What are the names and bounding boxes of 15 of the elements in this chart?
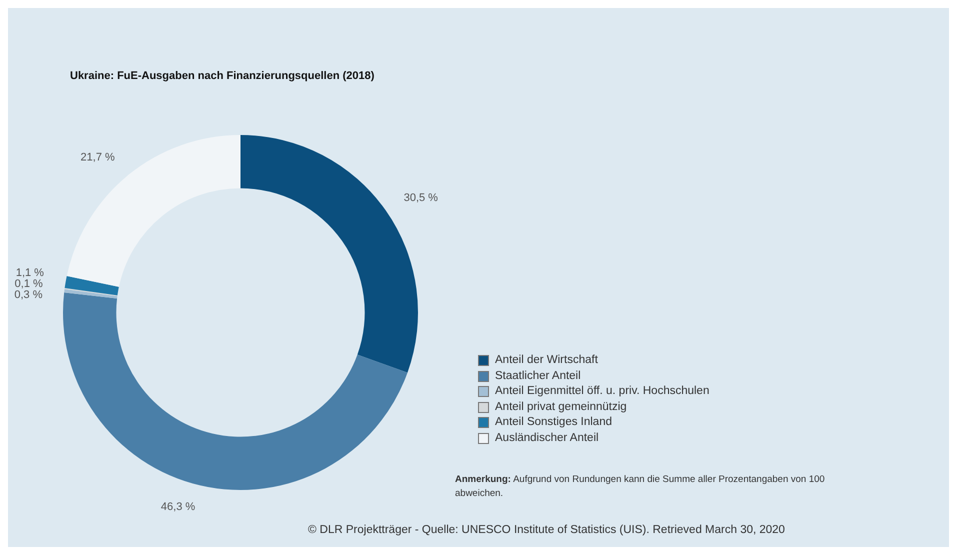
data-label: 21,7 % (80, 152, 116, 164)
legend-label: Anteil der Wirtschaft (495, 353, 598, 368)
legend-label: Staatlicher Anteil (495, 368, 581, 384)
chart-title: Ukraine: FuE-Ausgaben nach Finanzierungsquellen (2018) (70, 70, 374, 82)
legend-label: Anteil privat gemeinnützig (495, 400, 627, 414)
data-label: 30,5 % (404, 192, 438, 204)
legend-label: Anteil Eigenmittel öff. u. priv. Hochschulen (495, 384, 710, 399)
data-label: 46,3 % (160, 500, 196, 513)
data-label: 0,3 % (14, 289, 43, 302)
legend-label: Anteil Sonstiges Inland (495, 415, 612, 430)
text: © DLR Projektträger - Quelle: UNESCO Institute of Statistics (UIS). Retrieved March 30, 2020 (308, 524, 785, 536)
data-label: 0,1 % (14, 278, 44, 290)
data-label: 1,1 % (16, 267, 44, 280)
text: Anmerkung: Aufgrund von Rundungen kann die Summe aller Prozentangaben von 100 abweichen. (455, 474, 825, 499)
legend-label: Ausländischer Anteil (495, 430, 599, 446)
